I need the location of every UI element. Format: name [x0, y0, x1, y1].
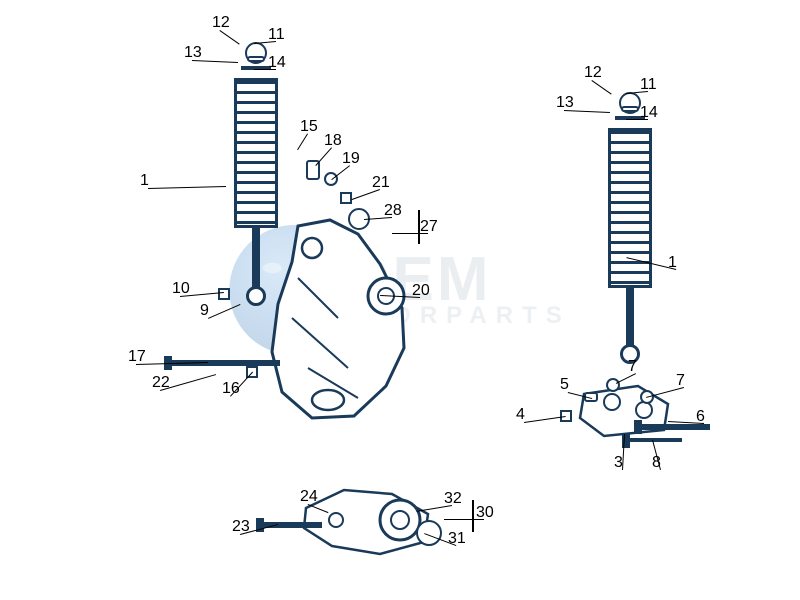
callout-31: 31 — [448, 530, 466, 548]
callout-11: 11 — [268, 26, 285, 44]
callout-22: 22 — [152, 374, 170, 392]
callout-24: 24 — [300, 488, 318, 506]
callout-17: 17 — [128, 348, 146, 366]
callout-12: 12 — [212, 14, 230, 32]
callout-18: 18 — [324, 132, 342, 150]
parts-diagram: OEM OTORPARTS — [40, 10, 760, 570]
callout-23: 23 — [232, 518, 250, 536]
bolt-8 — [628, 438, 682, 442]
callout-4: 4 — [516, 406, 525, 424]
right-shock-absorber — [600, 92, 660, 382]
swing-arm-bracket — [268, 218, 438, 428]
lower-mount-plate — [576, 382, 676, 442]
callout-8: 8 — [652, 454, 661, 472]
callout-21: 21 — [372, 174, 390, 192]
callout-19: 19 — [342, 150, 360, 168]
callout-14: 14 — [640, 104, 658, 122]
callout-13: 13 — [184, 44, 202, 62]
nut-10 — [218, 288, 230, 300]
callout-5: 5 — [560, 376, 569, 394]
nut-21 — [340, 192, 352, 204]
callout-15: 15 — [300, 118, 318, 136]
callout-16: 16 — [222, 380, 240, 398]
silent-block-31 — [416, 520, 442, 546]
callout-3: 3 — [614, 454, 623, 472]
group-line-30 — [472, 500, 474, 532]
callout-27: 27 — [420, 218, 438, 236]
callout-7: 7 — [628, 358, 637, 376]
callout-30: 30 — [476, 504, 494, 522]
callout-1: 1 — [668, 254, 677, 272]
callout-13: 13 — [556, 94, 574, 112]
callout-11: 11 — [640, 76, 657, 94]
callout-9: 9 — [200, 302, 209, 320]
callout-7: 7 — [676, 372, 685, 390]
callout-6: 6 — [696, 408, 705, 426]
callout-10: 10 — [172, 280, 190, 298]
bush-7a — [606, 378, 620, 392]
callout-12: 12 — [584, 64, 602, 82]
callout-32: 32 — [444, 490, 462, 508]
callout-20: 20 — [412, 282, 430, 300]
callout-1: 1 — [140, 172, 149, 190]
callout-14: 14 — [268, 54, 286, 72]
callout-28: 28 — [384, 202, 402, 220]
